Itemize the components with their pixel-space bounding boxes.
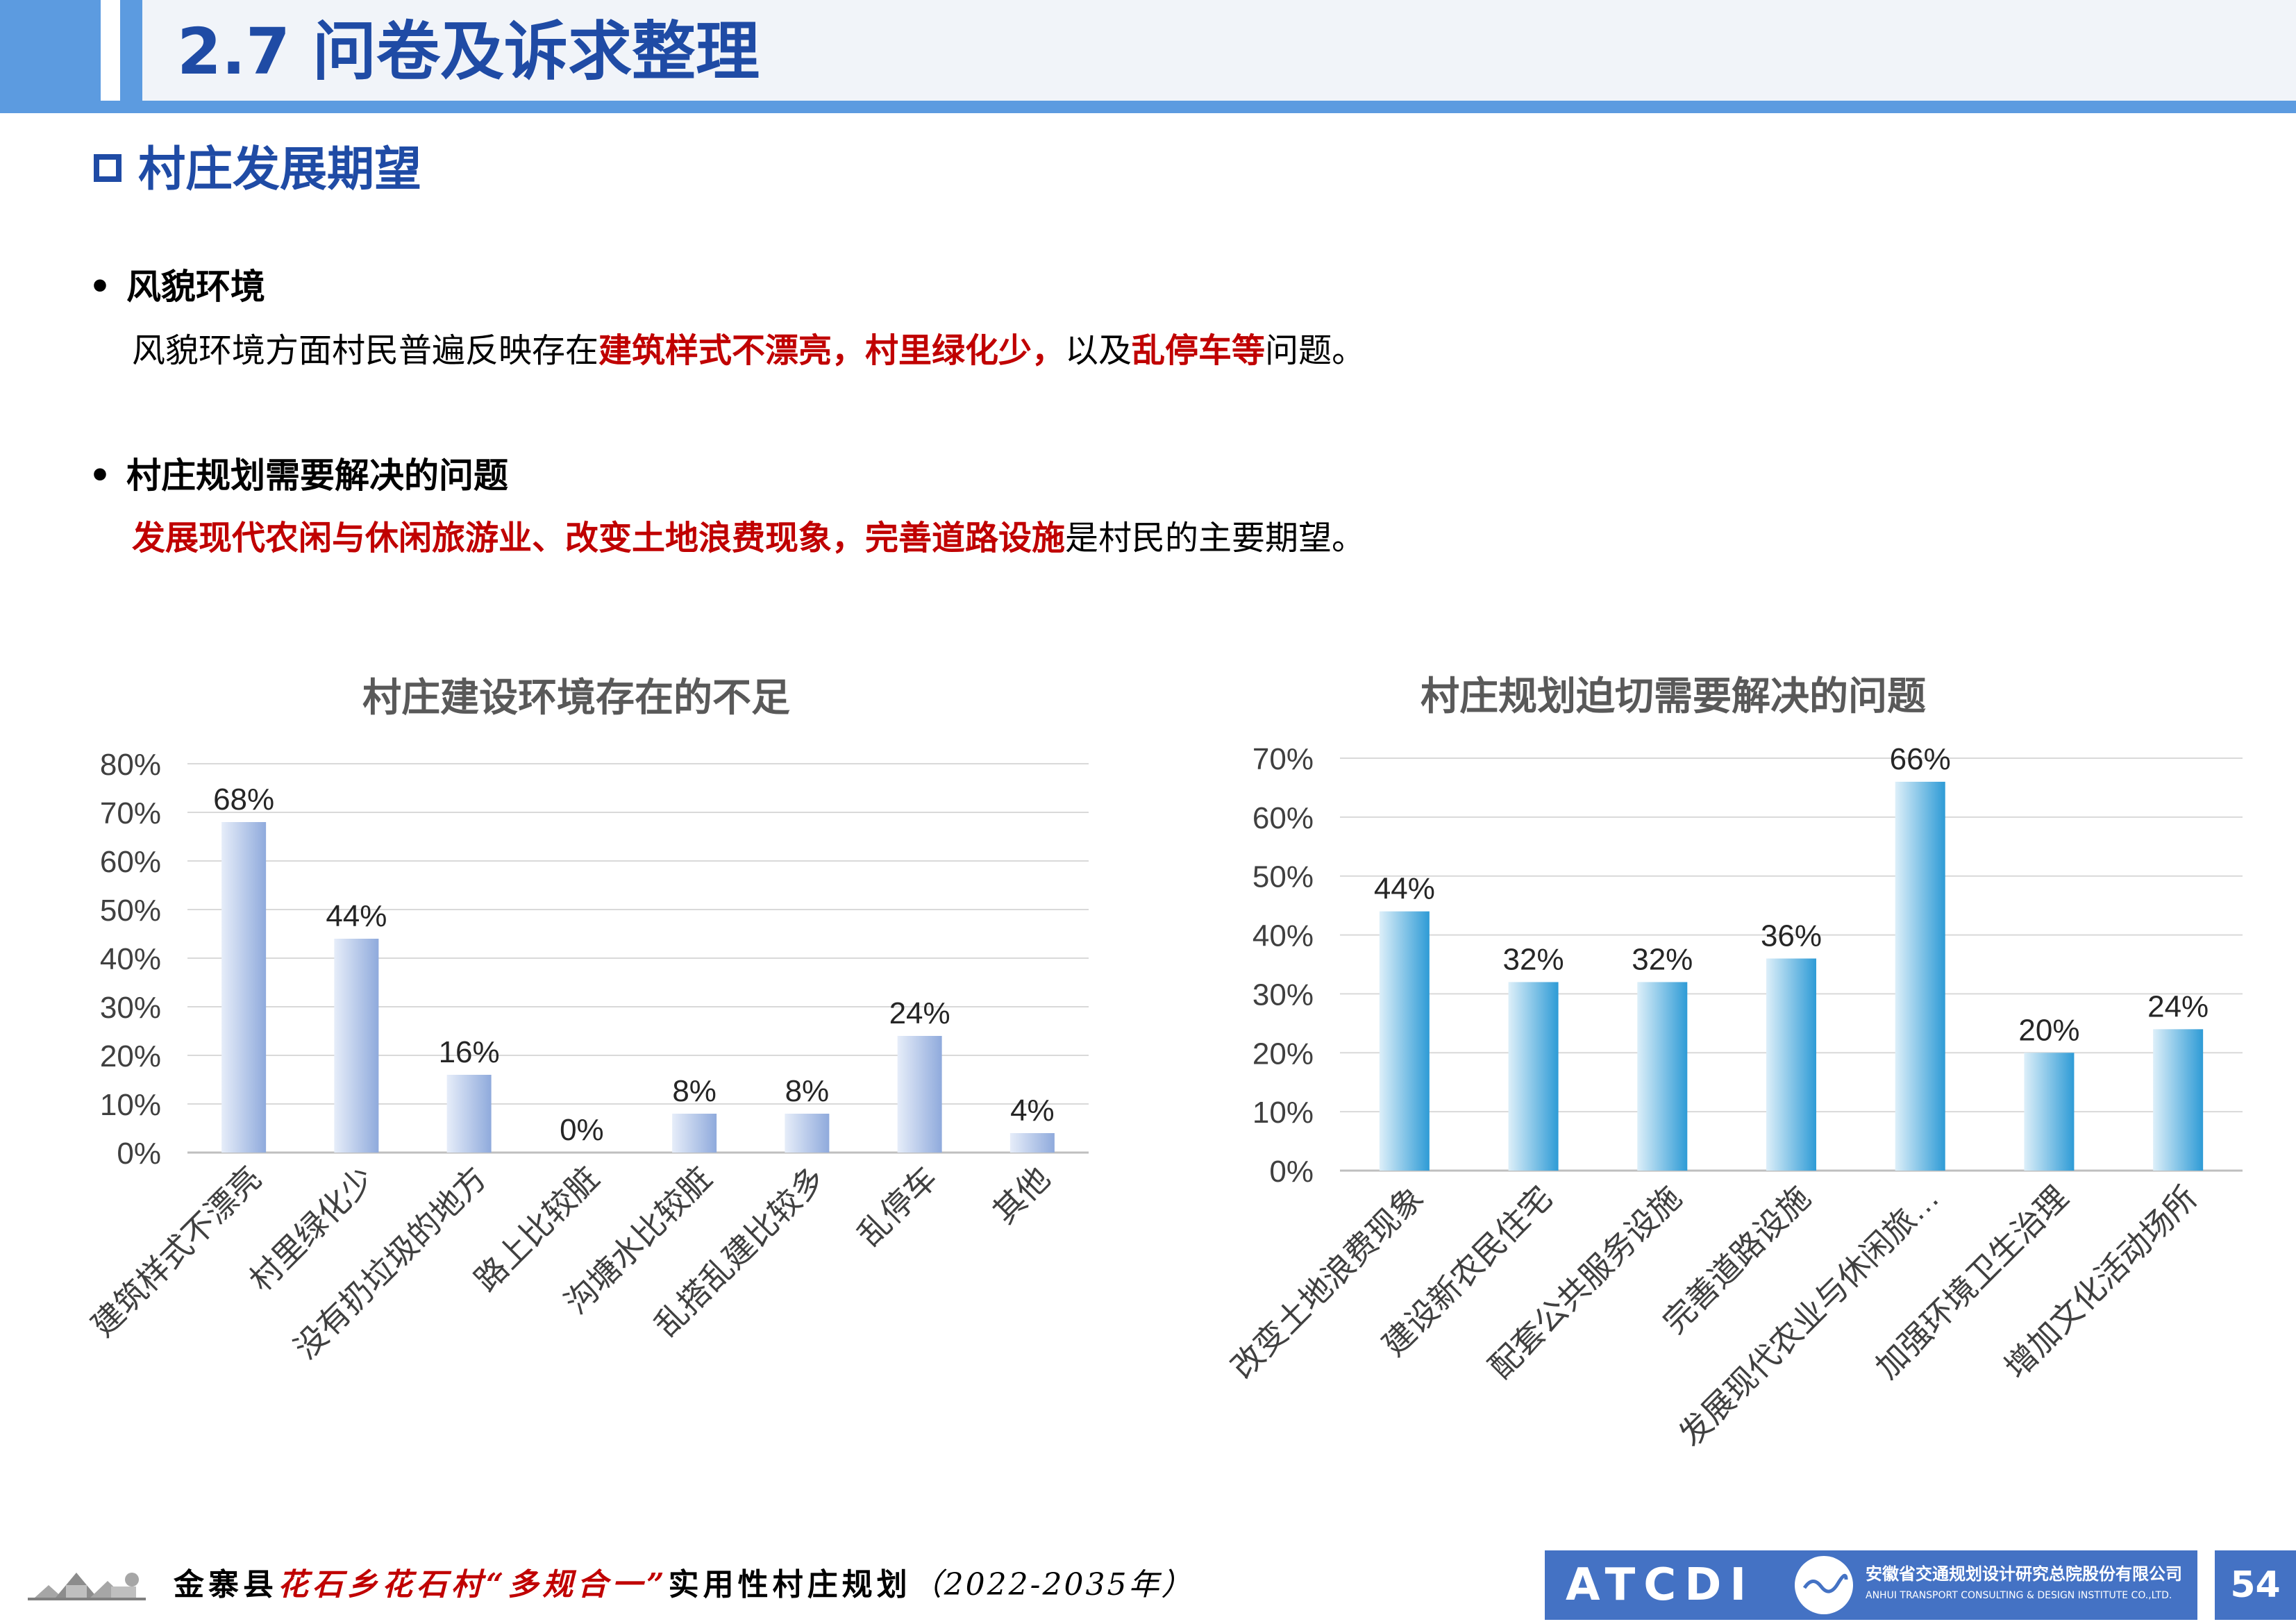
data-label: 24% bbox=[889, 996, 950, 1030]
chart-title-environment: 村庄建设环境存在的不足 bbox=[362, 676, 790, 721]
data-label: 20% bbox=[2018, 1013, 2079, 1047]
paragraph-text: 问题。 bbox=[1265, 331, 1366, 370]
data-label: 8% bbox=[672, 1074, 717, 1108]
checkbox-square-icon bbox=[94, 154, 121, 183]
bar bbox=[334, 939, 379, 1153]
y-tick-label: 60% bbox=[100, 845, 161, 879]
header-accent-block bbox=[0, 0, 101, 101]
y-tick-label: 50% bbox=[100, 894, 161, 928]
wave-logo-icon bbox=[1795, 1556, 1853, 1614]
y-tick-label: 80% bbox=[100, 748, 161, 782]
paragraph-text: 风貌环境方面村民普遍反映存在 bbox=[132, 331, 599, 370]
y-tick-label: 60% bbox=[1252, 801, 1314, 835]
bullet-heading-text: 村庄规划需要解决的问题 bbox=[126, 455, 508, 496]
data-label: 32% bbox=[1503, 942, 1564, 976]
bullet-heading-planning: • 村庄规划需要解决的问题 bbox=[89, 451, 508, 500]
highlight-text: 乱停车等 bbox=[1132, 331, 1266, 370]
data-label: 16% bbox=[439, 1035, 500, 1069]
y-tick-label: 30% bbox=[100, 991, 161, 1025]
bar bbox=[2153, 1029, 2204, 1171]
data-label: 8% bbox=[785, 1074, 830, 1108]
bullet-dot-icon: • bbox=[89, 267, 111, 307]
logo-wordmark: ATCDI bbox=[1566, 1559, 1755, 1611]
company-name-en: ANHUI TRANSPORT CONSULTING & DESIGN INST… bbox=[1866, 1590, 2172, 1601]
bar bbox=[1637, 982, 1688, 1171]
bar bbox=[1379, 911, 1430, 1171]
paragraph-text: 是村民的主要期望。 bbox=[1065, 519, 1366, 558]
x-category-label: 其他 bbox=[986, 1160, 1057, 1230]
chart-title-planning: 村庄规划迫切需要解决的问题 bbox=[1421, 674, 1926, 719]
footer-quote: “多规合一” bbox=[486, 1567, 669, 1602]
x-category-label: 乱停车 bbox=[850, 1160, 944, 1253]
data-label: 32% bbox=[1632, 942, 1693, 976]
bar bbox=[1895, 781, 1945, 1171]
y-tick-label: 40% bbox=[1252, 919, 1314, 953]
y-tick-label: 20% bbox=[1252, 1037, 1314, 1071]
bar bbox=[1508, 982, 1559, 1171]
y-tick-label: 70% bbox=[1252, 742, 1314, 776]
bar bbox=[1766, 958, 1816, 1171]
footer-plan: 实用性村庄规划 bbox=[668, 1567, 912, 1602]
data-label: 68% bbox=[213, 782, 274, 817]
x-category-label: 没有扔垃圾的地方 bbox=[287, 1160, 494, 1366]
company-logo: ATCDI 安徽省交通规划设计研究总院股份有限公司 ANHUI TRANSPOR… bbox=[1545, 1550, 2197, 1620]
y-tick-label: 0% bbox=[1269, 1155, 1314, 1189]
data-label: 66% bbox=[1890, 742, 1951, 776]
bullet-paragraph-appearance: 风貌环境方面村民普遍反映存在建筑样式不漂亮，村里绿化少，以及乱停车等问题。 bbox=[132, 326, 1365, 375]
chart-planning-problems: 0%10%20%30%40%50%60%70%44%改变土地浪费现象32%建设新… bbox=[1224, 742, 2243, 1453]
highlight-text: 建筑样式不漂亮，村里绿化少， bbox=[598, 331, 1066, 370]
footer-years: （2022-2035年） bbox=[911, 1567, 1194, 1602]
y-tick-label: 50% bbox=[1252, 860, 1314, 894]
village-landscape-icon bbox=[28, 1573, 146, 1600]
page-number: 54 bbox=[2215, 1550, 2296, 1620]
bar bbox=[221, 822, 267, 1153]
bullet-dot-icon: • bbox=[89, 455, 111, 496]
footer-county: 金寨县 bbox=[174, 1567, 278, 1602]
y-tick-label: 10% bbox=[100, 1088, 161, 1122]
header-accent-gap bbox=[101, 0, 120, 101]
bullet-paragraph-planning: 发展现代农闲与休闲旅游业、改变土地浪费现象，完善道路设施是村民的主要期望。 bbox=[132, 514, 1365, 562]
x-category-label: 发展现代农业与休闲旅… bbox=[1672, 1179, 1946, 1453]
footer-project-title: 金寨县花石乡花石村“多规合一”实用性村庄规划（2022-2035年） bbox=[174, 1561, 1193, 1609]
chart-environment-shortcomings: 0%10%20%30%40%50%60%70%80%68%建筑样式不漂亮44%村… bbox=[85, 748, 1089, 1366]
bar bbox=[1009, 1133, 1055, 1153]
bullet-heading-appearance: • 风貌环境 bbox=[89, 262, 265, 311]
bar bbox=[785, 1114, 830, 1153]
paragraph-text: 以及 bbox=[1065, 331, 1132, 370]
highlight-text: 发展现代农闲与休闲旅游业、改变土地浪费现象，完善道路设施 bbox=[132, 519, 1066, 558]
y-tick-label: 30% bbox=[1252, 978, 1314, 1012]
x-category-label: 建筑样式不漂亮 bbox=[85, 1160, 268, 1343]
y-tick-label: 20% bbox=[100, 1039, 161, 1073]
y-tick-label: 70% bbox=[100, 796, 161, 830]
header-bar bbox=[142, 0, 2296, 101]
y-tick-label: 0% bbox=[117, 1137, 161, 1171]
y-tick-label: 40% bbox=[100, 942, 161, 976]
data-label: 4% bbox=[1010, 1094, 1055, 1128]
page-title: 2.7 问卷及诉求整理 bbox=[177, 15, 760, 89]
y-tick-label: 10% bbox=[1252, 1096, 1314, 1130]
data-label: 36% bbox=[1761, 919, 1822, 953]
header-accent-stripe bbox=[120, 0, 142, 101]
data-label: 44% bbox=[326, 899, 387, 933]
bar bbox=[897, 1036, 942, 1153]
data-label: 24% bbox=[2147, 989, 2209, 1023]
company-name-cn: 安徽省交通规划设计研究总院股份有限公司 bbox=[1866, 1564, 2182, 1584]
header-underline bbox=[0, 101, 2296, 113]
data-label: 0% bbox=[560, 1113, 604, 1147]
bar bbox=[2024, 1053, 2075, 1171]
footer-place: 花石乡花石村 bbox=[278, 1567, 486, 1602]
section-title-text: 村庄发展期望 bbox=[138, 142, 422, 197]
bar bbox=[446, 1075, 492, 1153]
bar bbox=[672, 1114, 717, 1153]
section-title: 村庄发展期望 bbox=[94, 139, 421, 201]
bullet-heading-text: 风貌环境 bbox=[126, 267, 265, 307]
data-label: 44% bbox=[1374, 872, 1435, 906]
